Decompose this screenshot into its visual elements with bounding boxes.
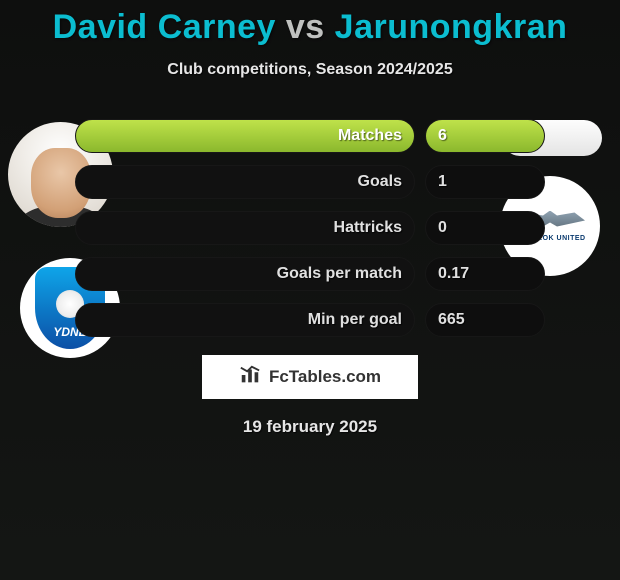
stat-bar-right: 0 [425, 211, 545, 245]
title-player2: Jarunongkran [335, 8, 568, 46]
stat-row-hattricks: Hattricks 0 [0, 211, 620, 245]
stat-value: 665 [438, 311, 480, 329]
date-label: 19 february 2025 [0, 417, 620, 437]
stat-label: Goals [358, 173, 402, 191]
stat-label: Hattricks [334, 219, 402, 237]
fctables-badge[interactable]: FcTables.com [202, 355, 418, 399]
fctables-text: FcTables.com [269, 367, 381, 387]
page-title: David Carney vs Jarunongkran [0, 0, 620, 47]
stat-row-matches: Matches 6 [0, 119, 620, 153]
stat-bar-left: Goals per match [75, 257, 415, 291]
stat-bar-left: Hattricks [75, 211, 415, 245]
stat-row-goals: Goals 1 [0, 165, 620, 199]
stat-value: 0.17 [438, 265, 480, 283]
stat-label: Goals per match [277, 265, 402, 283]
stat-value: 0 [438, 219, 480, 237]
stat-value: 6 [438, 127, 480, 145]
stat-value: 1 [438, 173, 480, 191]
title-player1: David Carney [53, 8, 276, 46]
stat-bar-left: Min per goal [75, 303, 415, 337]
subtitle: Club competitions, Season 2024/2025 [0, 61, 620, 79]
stat-bar-right: 665 [425, 303, 545, 337]
stat-bar-left: Matches [75, 119, 415, 153]
title-vs: vs [286, 8, 325, 46]
stat-label: Matches [338, 127, 402, 145]
barchart-icon [239, 364, 261, 391]
stat-row-gpm: Goals per match 0.17 [0, 257, 620, 291]
stat-bar-right: 0.17 [425, 257, 545, 291]
stat-label: Min per goal [308, 311, 402, 329]
stat-row-mpg: Min per goal 665 [0, 303, 620, 337]
stat-bar-right: 1 [425, 165, 545, 199]
stat-bar-right: 6 [425, 119, 545, 153]
stats-container: Matches 6 Goals 1 Hattricks 0 Goals per … [0, 119, 620, 337]
stat-bar-left: Goals [75, 165, 415, 199]
